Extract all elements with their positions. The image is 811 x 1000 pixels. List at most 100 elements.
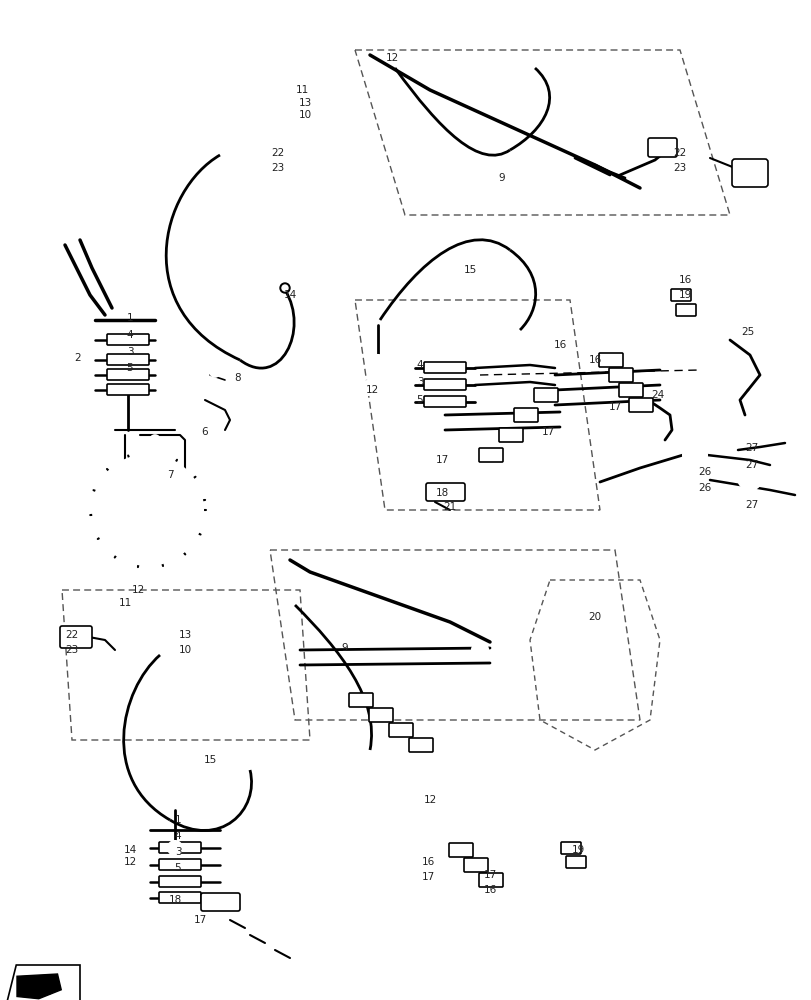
Circle shape	[281, 285, 288, 291]
FancyBboxPatch shape	[159, 842, 201, 853]
Text: 18: 18	[168, 895, 182, 905]
Text: 14: 14	[123, 845, 136, 855]
FancyBboxPatch shape	[60, 626, 92, 648]
Circle shape	[210, 367, 220, 377]
Text: 10: 10	[298, 110, 311, 120]
FancyBboxPatch shape	[423, 362, 466, 373]
Text: 24: 24	[650, 390, 664, 400]
Text: 17: 17	[421, 872, 434, 882]
Text: 3: 3	[416, 377, 423, 387]
Text: 🔧: 🔧	[41, 980, 51, 995]
Circle shape	[93, 455, 203, 565]
Text: 16: 16	[552, 340, 566, 350]
Text: 22: 22	[271, 148, 285, 158]
Text: 16: 16	[677, 275, 691, 285]
Circle shape	[177, 487, 185, 495]
Text: 5: 5	[416, 395, 423, 405]
Circle shape	[111, 487, 119, 495]
Text: 9: 9	[498, 173, 504, 183]
FancyBboxPatch shape	[426, 483, 465, 501]
Circle shape	[371, 355, 384, 369]
FancyBboxPatch shape	[478, 448, 502, 462]
FancyBboxPatch shape	[618, 383, 642, 397]
FancyBboxPatch shape	[107, 334, 148, 345]
Text: 25: 25	[740, 327, 753, 337]
Text: 12: 12	[365, 385, 378, 395]
Text: 5: 5	[127, 363, 133, 373]
Circle shape	[150, 435, 160, 445]
FancyBboxPatch shape	[676, 304, 695, 316]
FancyBboxPatch shape	[565, 856, 586, 868]
Text: 4: 4	[174, 831, 181, 841]
Text: 5: 5	[174, 863, 181, 873]
Text: 18: 18	[435, 488, 448, 498]
FancyBboxPatch shape	[159, 876, 201, 887]
FancyBboxPatch shape	[388, 723, 413, 737]
Text: 26: 26	[697, 467, 710, 477]
Circle shape	[471, 642, 487, 658]
FancyBboxPatch shape	[608, 368, 633, 382]
FancyBboxPatch shape	[159, 892, 201, 903]
FancyBboxPatch shape	[409, 738, 432, 752]
Text: 17: 17	[483, 870, 496, 880]
Text: 9: 9	[341, 643, 348, 653]
Text: 23: 23	[672, 163, 686, 173]
Circle shape	[682, 443, 706, 467]
Text: 13: 13	[298, 98, 311, 108]
Circle shape	[177, 525, 185, 533]
Circle shape	[150, 465, 160, 475]
Text: 19: 19	[677, 290, 691, 300]
Text: 13: 13	[178, 630, 191, 640]
Text: 12: 12	[131, 585, 144, 595]
FancyBboxPatch shape	[107, 384, 148, 395]
Text: 11: 11	[295, 85, 308, 95]
Text: 3: 3	[174, 847, 181, 857]
Text: 27: 27	[744, 500, 757, 510]
Text: 12: 12	[385, 53, 398, 63]
Text: 7: 7	[166, 470, 173, 480]
Text: 17: 17	[541, 427, 554, 437]
FancyBboxPatch shape	[201, 893, 240, 911]
Text: 11: 11	[118, 598, 131, 608]
FancyBboxPatch shape	[107, 369, 148, 380]
Text: 20: 20	[588, 612, 601, 622]
FancyBboxPatch shape	[560, 842, 581, 854]
Circle shape	[150, 450, 160, 460]
Text: 15: 15	[203, 755, 217, 765]
Circle shape	[144, 468, 152, 476]
FancyBboxPatch shape	[368, 708, 393, 722]
Circle shape	[280, 283, 290, 293]
Circle shape	[144, 544, 152, 552]
Text: 3: 3	[127, 347, 133, 357]
Circle shape	[168, 841, 182, 855]
FancyBboxPatch shape	[423, 379, 466, 390]
FancyBboxPatch shape	[107, 354, 148, 365]
FancyBboxPatch shape	[478, 873, 502, 887]
Text: 4: 4	[127, 330, 133, 340]
Text: 12: 12	[123, 857, 136, 867]
Text: 16: 16	[483, 885, 496, 895]
FancyBboxPatch shape	[448, 843, 473, 857]
Text: 17: 17	[193, 915, 206, 925]
FancyBboxPatch shape	[670, 289, 690, 301]
Text: 22: 22	[66, 630, 79, 640]
Circle shape	[689, 449, 700, 461]
Text: 23: 23	[271, 163, 285, 173]
Text: 4: 4	[416, 360, 423, 370]
Text: 1: 1	[174, 815, 181, 825]
FancyBboxPatch shape	[731, 159, 767, 187]
Circle shape	[682, 463, 706, 487]
FancyBboxPatch shape	[629, 398, 652, 412]
Text: 2: 2	[75, 353, 81, 363]
FancyBboxPatch shape	[159, 859, 201, 870]
Text: 1: 1	[127, 313, 133, 323]
FancyBboxPatch shape	[513, 408, 538, 422]
FancyBboxPatch shape	[499, 428, 522, 442]
Text: 8: 8	[234, 373, 241, 383]
Text: 26: 26	[697, 483, 710, 493]
Text: 6: 6	[201, 427, 208, 437]
Text: 27: 27	[744, 460, 757, 470]
Text: 17: 17	[435, 455, 448, 465]
Text: 15: 15	[463, 265, 476, 275]
Text: 19: 19	[571, 845, 584, 855]
